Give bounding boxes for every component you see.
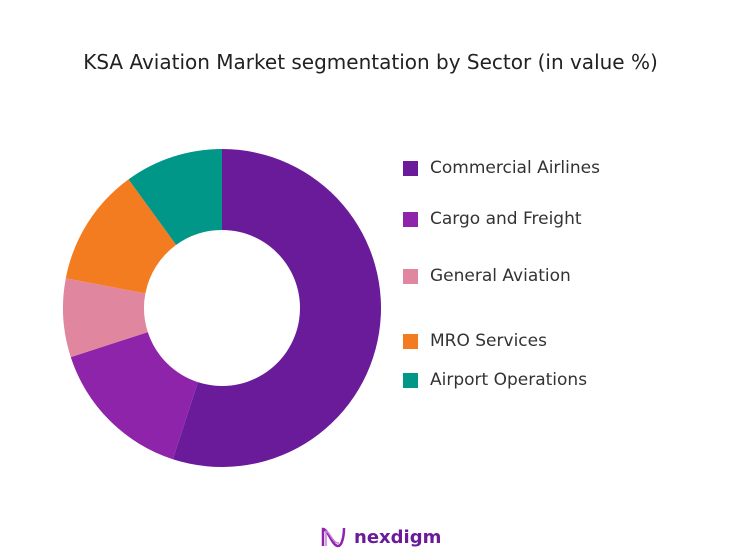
legend-label: MRO Services <box>430 331 547 351</box>
chart-title: KSA Aviation Market segmentation by Sect… <box>83 50 658 74</box>
logo-text: nexdigm <box>354 526 442 548</box>
legend-swatch <box>403 211 418 227</box>
nexdigm-logo-icon <box>321 527 346 548</box>
legend-swatch <box>403 372 418 388</box>
legend-item: Airport Operations <box>403 370 587 390</box>
legend-item: Cargo and Freight <box>403 209 582 229</box>
slice-airport-operations <box>128 149 222 245</box>
legend-swatch <box>403 160 418 176</box>
legend-label: General Aviation <box>430 266 571 286</box>
legend-item: MRO Services <box>403 331 547 351</box>
slice-commercial-airlines <box>172 149 382 468</box>
slice-mro-services <box>65 179 177 294</box>
slice-cargo-and-freight <box>70 332 198 460</box>
legend-swatch <box>403 333 418 349</box>
legend-swatch <box>403 268 418 284</box>
legend-label: Commercial Airlines <box>430 158 600 178</box>
legend-label: Cargo and Freight <box>430 209 582 229</box>
legend-item: Commercial Airlines <box>403 158 600 178</box>
nexdigm-logo: nexdigm <box>320 524 441 550</box>
legend-item: General Aviation <box>403 266 571 286</box>
slice-general-aviation <box>62 278 148 358</box>
legend-label: Airport Operations <box>430 370 588 390</box>
